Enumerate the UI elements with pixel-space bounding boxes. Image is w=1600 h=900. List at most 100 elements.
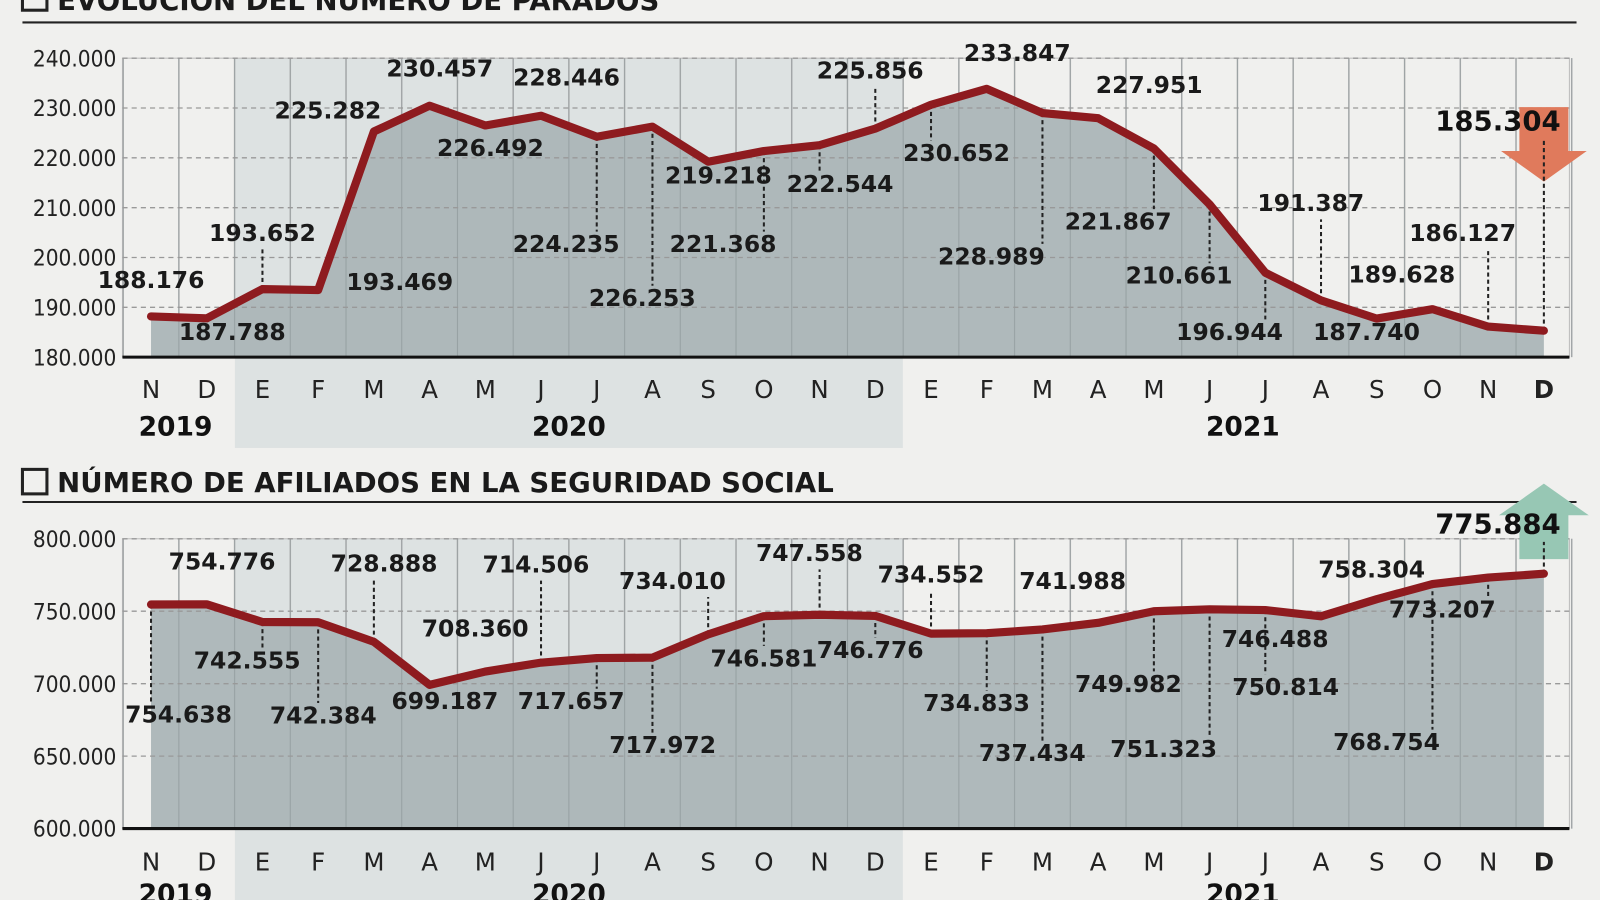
x-tick-label: J	[591, 375, 600, 404]
data-point	[482, 122, 489, 129]
data-label: 210.661	[1126, 262, 1233, 290]
data-label: 186.127	[1409, 219, 1516, 247]
title-box-icon	[20, 0, 49, 12]
x-tick-label: J	[535, 375, 544, 404]
x-tick-label: A	[644, 847, 661, 876]
data-point	[593, 133, 600, 140]
data-label: 750.814	[1232, 673, 1339, 701]
data-label: 737.434	[979, 739, 1086, 767]
data-label: 742.384	[270, 701, 377, 729]
chart-title: NÚMERO DE AFILIADOS EN LA SEGURIDAD SOCI…	[57, 465, 834, 499]
data-point	[760, 147, 767, 155]
data-point	[1540, 327, 1547, 334]
x-tick-label: A	[421, 847, 438, 876]
x-tick-label: A	[644, 375, 661, 404]
title-box-icon	[20, 467, 49, 496]
data-label: 226.253	[589, 284, 696, 312]
data-point	[203, 601, 210, 608]
x-tick-label: A	[1313, 375, 1330, 404]
arrow-up-icon	[1498, 483, 1589, 560]
year-label: 2019	[139, 412, 213, 443]
x-tick-label: N	[810, 375, 828, 404]
data-label: 187.740	[1313, 318, 1420, 346]
x-tick-label: E	[923, 375, 938, 404]
x-tick-label: J	[1204, 847, 1213, 876]
data-point	[1317, 613, 1325, 620]
data-point	[537, 112, 545, 119]
data-point	[426, 681, 433, 688]
y-tick-label: 750.000	[33, 599, 116, 625]
x-tick-label: N	[142, 375, 160, 404]
chart-paro: EVOLUCIÓN DEL NÚMERO DE PARADOS 180.000 1…	[20, 0, 1587, 448]
data-label: 187.788	[179, 318, 286, 346]
data-label: 768.754	[1333, 728, 1440, 756]
data-label: 742.555	[194, 646, 301, 674]
x-tick-label: A	[1090, 847, 1107, 876]
data-point	[1429, 580, 1436, 588]
data-label: 221.368	[670, 230, 777, 258]
data-label: 747.558	[756, 539, 863, 567]
data-point	[1206, 606, 1213, 613]
y-tick-label: 700.000	[33, 672, 116, 698]
chart-title: EVOLUCIÓN DEL NÚMERO DE PARADOS	[57, 0, 659, 17]
year-label: 2020	[532, 879, 606, 900]
x-tick-label: E	[255, 847, 270, 876]
year-label: 2020	[532, 412, 606, 443]
x-tick-label: D	[1534, 375, 1554, 404]
data-label: 734.552	[878, 561, 985, 589]
data-label: 230.457	[386, 55, 493, 83]
data-label: 714.506	[483, 550, 590, 578]
x-tick-label: E	[923, 847, 938, 876]
data-point	[983, 630, 990, 637]
data-point	[927, 630, 935, 637]
data-label: 185.304	[1435, 106, 1560, 138]
data-point	[1373, 315, 1380, 322]
data-point	[537, 659, 545, 666]
data-point	[649, 123, 656, 130]
data-point	[1373, 596, 1380, 603]
x-tick-label: O	[1423, 847, 1442, 876]
x-tick-label: J	[1260, 375, 1269, 404]
data-point	[927, 101, 935, 108]
data-point	[1485, 323, 1492, 330]
data-label: 734.833	[923, 689, 1030, 717]
data-label: 708.360	[422, 615, 529, 643]
data-label: 219.218	[665, 162, 772, 190]
data-label: 227.951	[1096, 71, 1203, 99]
data-point	[1262, 269, 1269, 276]
data-point	[1150, 608, 1157, 615]
x-tick-label: M	[1143, 847, 1164, 876]
data-point	[147, 601, 155, 608]
x-tick-label: N	[1479, 847, 1497, 876]
data-label: 222.544	[787, 170, 894, 198]
data-label: 191.387	[1257, 189, 1364, 217]
x-tick-label: D	[197, 847, 216, 876]
data-point	[315, 619, 322, 626]
x-tick-label: M	[363, 375, 384, 404]
data-label: 717.972	[609, 731, 716, 759]
year-label: 2021	[1206, 412, 1280, 443]
x-tick-label: N	[142, 847, 160, 876]
data-point	[1540, 570, 1547, 577]
data-label: 228.446	[513, 64, 620, 92]
x-tick-label: F	[311, 375, 325, 404]
x-tick-label: J	[1260, 847, 1269, 876]
data-label: 746.488	[1222, 625, 1329, 653]
x-tick-label: A	[1090, 375, 1107, 404]
data-point	[1150, 145, 1157, 152]
data-point	[983, 85, 990, 92]
data-point	[1317, 297, 1325, 304]
x-tick-label: M	[1032, 847, 1053, 876]
x-tick-label: N	[1479, 375, 1497, 404]
x-tick-label: M	[1032, 375, 1053, 404]
y-tick-label: 230.000	[33, 96, 116, 122]
data-label: 221.867	[1065, 208, 1172, 236]
data-label: 193.652	[209, 219, 316, 247]
data-label: 189.628	[1348, 261, 1455, 289]
x-tick-label: D	[1534, 847, 1554, 876]
data-label: 233.847	[964, 39, 1071, 67]
data-label: 225.282	[275, 96, 382, 124]
year-label: 2019	[139, 879, 213, 900]
data-point	[705, 631, 712, 638]
